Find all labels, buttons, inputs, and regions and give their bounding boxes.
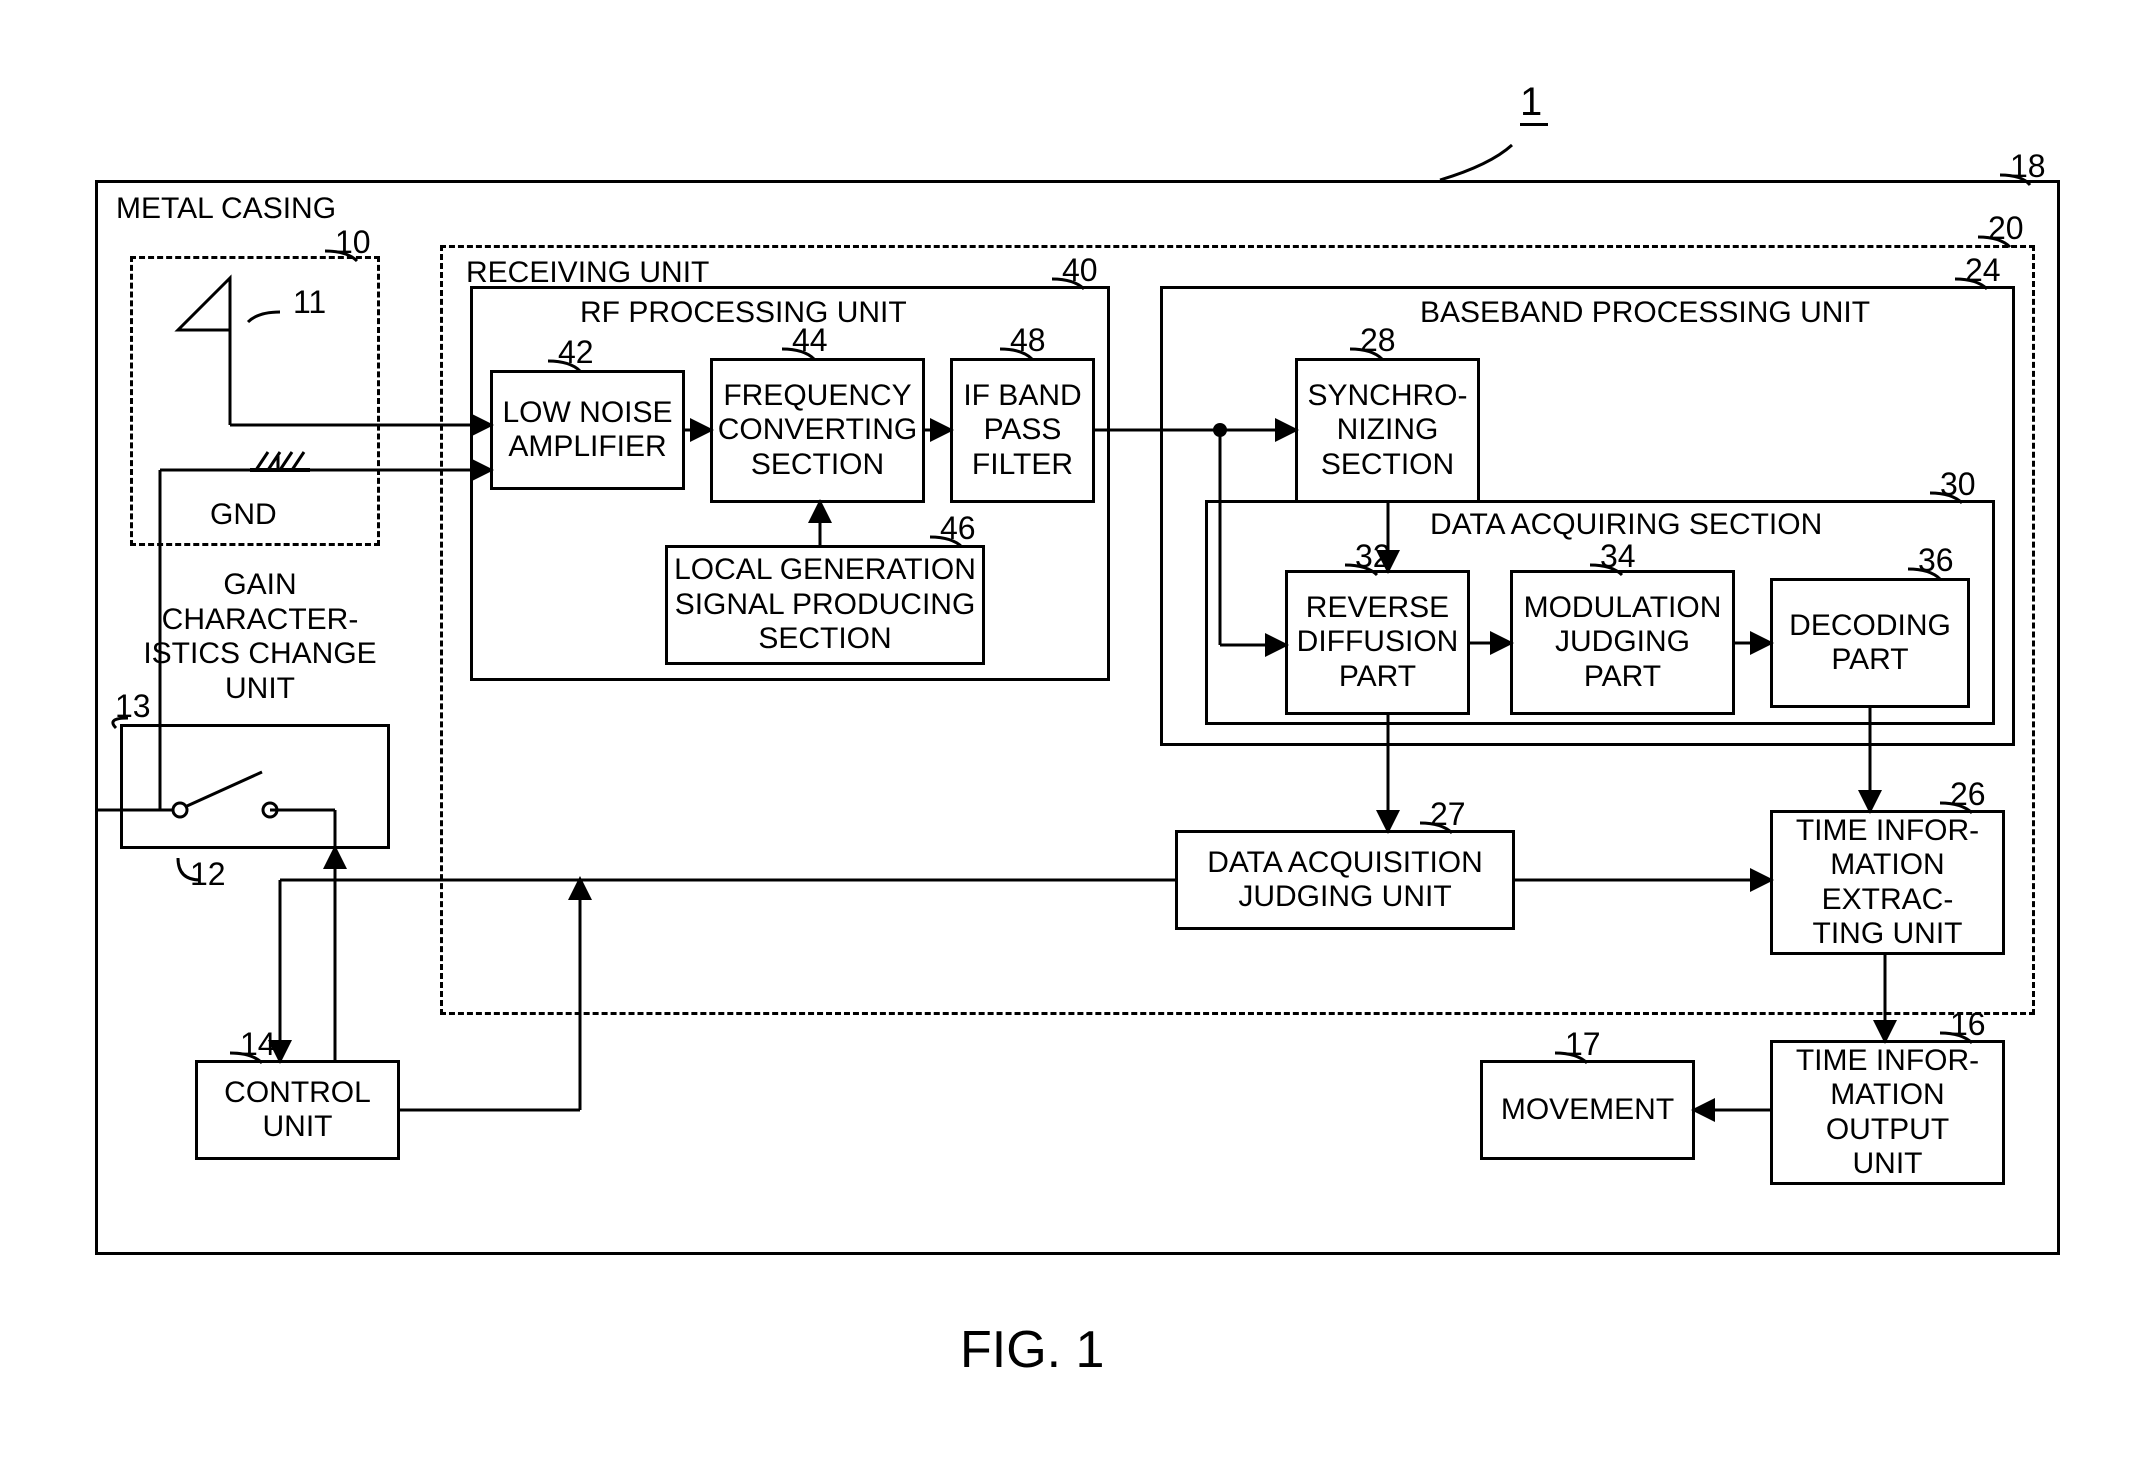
metal-casing-label: METAL CASING [110,192,342,226]
sync-block: SYNCHRO- NIZING SECTION [1295,358,1480,503]
decoding-block: DECODING PART [1770,578,1970,708]
ref-17: 17 [1565,1026,1601,1063]
ref-48: 48 [1010,322,1046,359]
ref-36: 36 [1918,542,1954,579]
freq-conv-block: FREQUENCY CONVERTING SECTION [710,358,925,503]
rev-diff-block: REVERSE DIFFUSION PART [1285,570,1470,715]
lna-block: LOW NOISE AMPLIFIER [490,370,685,490]
ref-44: 44 [792,322,828,359]
ref-12: 12 [190,856,226,893]
rf-unit-label: RF PROCESSING UNIT [580,296,907,331]
ref-11: 11 [293,284,326,321]
ref-40: 40 [1062,252,1098,289]
ref-14: 14 [240,1026,276,1063]
ref-18: 18 [2010,148,2046,185]
gnd-label: GND [210,498,277,533]
ref-20: 20 [1988,210,2024,247]
gain-unit-box [120,724,390,849]
ref-26: 26 [1950,776,1986,813]
gain-text: GAIN CHARACTER- ISTICS CHANGE UNIT [130,568,390,706]
movement-block: MOVEMENT [1480,1060,1695,1160]
ref-13: 13 [115,688,151,725]
if-bpf-block: IF BAND PASS FILTER [950,358,1095,503]
mod-judge-block: MODULATION JUDGING PART [1510,570,1735,715]
figure-title: FIG. 1 [960,1320,1104,1380]
ref-32: 32 [1355,538,1391,575]
ref-10: 10 [335,224,371,261]
ref-24: 24 [1965,252,2001,289]
time-output-block: TIME INFOR- MATION OUTPUT UNIT [1770,1040,2005,1185]
ref-30: 30 [1940,466,1976,503]
time-extract-block: TIME INFOR- MATION EXTRAC- TING UNIT [1770,810,2005,955]
ref-16: 16 [1950,1006,1986,1043]
ref-28: 28 [1360,322,1396,359]
ref-46: 46 [940,510,976,547]
data-judge-block: DATA ACQUISITION JUDGING UNIT [1175,830,1515,930]
ref-42: 42 [558,334,594,371]
control-unit-block: CONTROL UNIT [195,1060,400,1160]
local-gen-block: LOCAL GENERATION SIGNAL PRODUCING SECTIO… [665,545,985,665]
ref-34: 34 [1600,538,1636,575]
ref-27: 27 [1430,796,1466,833]
ref-main-1: 1 [1520,80,1548,126]
diagram-stage: 1 METAL CASING 18 RECEIVING UNIT 20 10 1… [0,0,2148,1472]
receiving-unit-label: RECEIVING UNIT [460,256,715,290]
baseband-unit-label: BASEBAND PROCESSING UNIT [1420,296,1870,331]
